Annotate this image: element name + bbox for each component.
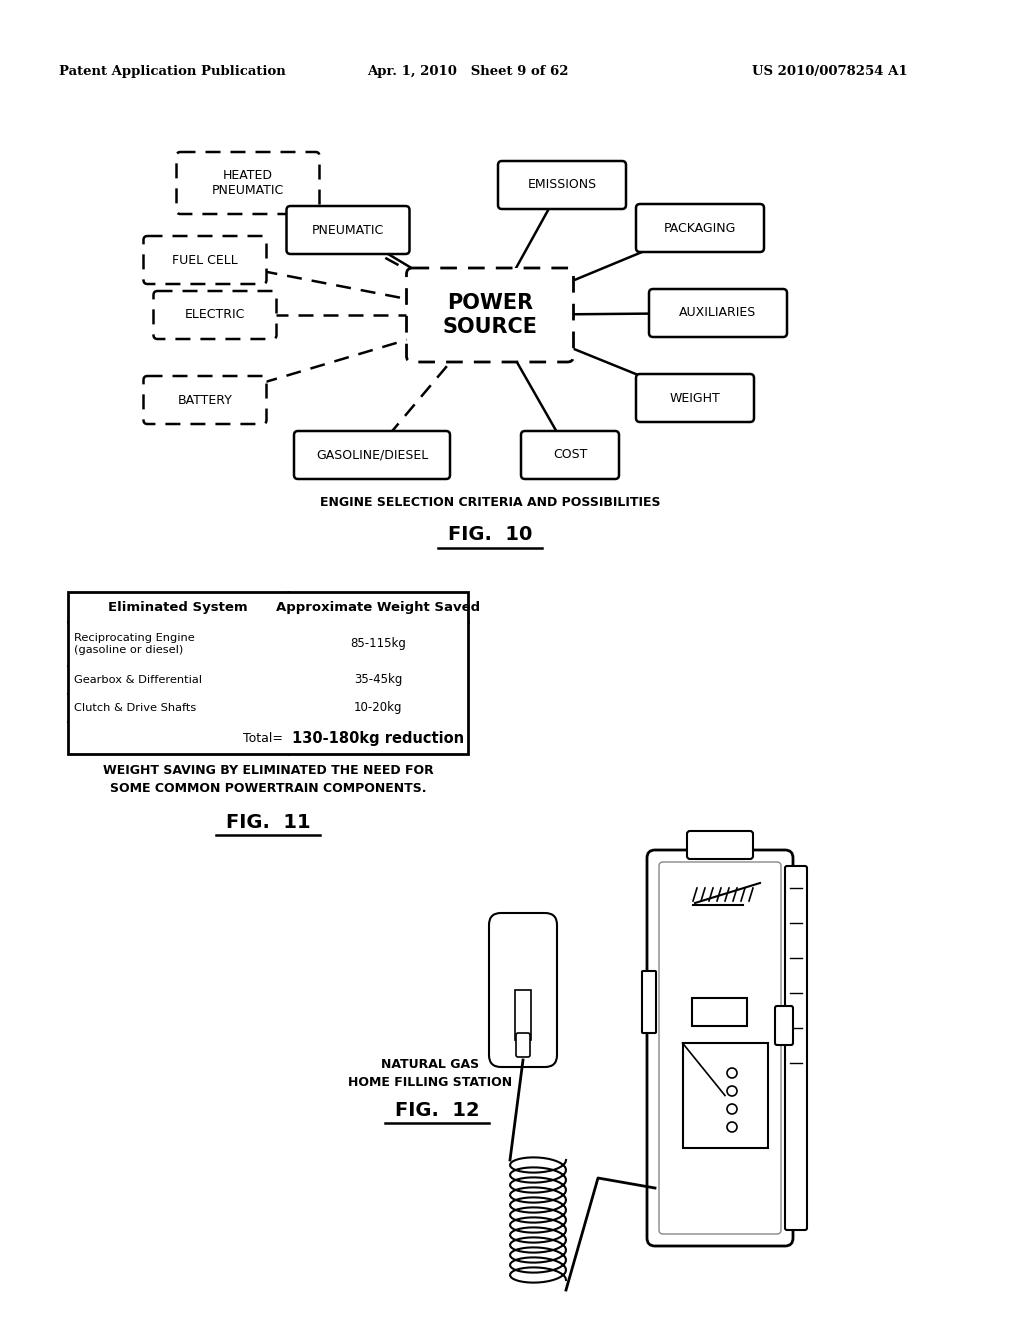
Text: COST: COST <box>553 449 587 462</box>
FancyBboxPatch shape <box>516 1034 530 1057</box>
Text: NATURAL GAS: NATURAL GAS <box>381 1059 479 1072</box>
FancyBboxPatch shape <box>642 972 656 1034</box>
Text: Gearbox & Differential: Gearbox & Differential <box>74 675 202 685</box>
FancyBboxPatch shape <box>649 289 787 337</box>
FancyBboxPatch shape <box>407 268 573 362</box>
Text: WEIGHT SAVING BY ELIMINATED THE NEED FOR: WEIGHT SAVING BY ELIMINATED THE NEED FOR <box>102 763 433 776</box>
Text: SOME COMMON POWERTRAIN COMPONENTS.: SOME COMMON POWERTRAIN COMPONENTS. <box>110 781 426 795</box>
Bar <box>68 591 468 754</box>
Text: Apr. 1, 2010   Sheet 9 of 62: Apr. 1, 2010 Sheet 9 of 62 <box>368 66 568 78</box>
FancyBboxPatch shape <box>287 206 410 253</box>
Text: FUEL CELL: FUEL CELL <box>172 253 238 267</box>
Text: PACKAGING: PACKAGING <box>664 222 736 235</box>
Circle shape <box>727 1104 737 1114</box>
Text: PNEUMATIC: PNEUMATIC <box>312 223 384 236</box>
Text: 85-115kg: 85-115kg <box>350 638 406 651</box>
Bar <box>515 990 531 1040</box>
Text: HOME FILLING STATION: HOME FILLING STATION <box>348 1077 512 1089</box>
FancyBboxPatch shape <box>294 432 450 479</box>
Circle shape <box>727 1122 737 1133</box>
Text: 35-45kg: 35-45kg <box>354 673 402 686</box>
Text: ENGINE SELECTION CRITERIA AND POSSIBILITIES: ENGINE SELECTION CRITERIA AND POSSIBILIT… <box>319 496 660 510</box>
FancyBboxPatch shape <box>687 832 753 859</box>
FancyBboxPatch shape <box>143 376 266 424</box>
Text: BATTERY: BATTERY <box>177 393 232 407</box>
FancyBboxPatch shape <box>154 290 276 339</box>
Circle shape <box>727 1068 737 1078</box>
FancyBboxPatch shape <box>143 236 266 284</box>
Bar <box>692 998 746 1026</box>
Text: AUXILIARIES: AUXILIARIES <box>679 306 757 319</box>
Text: Patent Application Publication: Patent Application Publication <box>58 66 286 78</box>
FancyBboxPatch shape <box>659 862 781 1234</box>
FancyBboxPatch shape <box>636 205 764 252</box>
Text: ELECTRIC: ELECTRIC <box>184 309 245 322</box>
FancyBboxPatch shape <box>647 850 793 1246</box>
Bar <box>683 1043 768 1148</box>
Text: Approximate Weight Saved: Approximate Weight Saved <box>275 601 480 614</box>
FancyBboxPatch shape <box>521 432 618 479</box>
Text: Eliminated System: Eliminated System <box>109 601 248 614</box>
Text: HEATED
PNEUMATIC: HEATED PNEUMATIC <box>212 169 284 197</box>
Text: Total=: Total= <box>243 731 283 744</box>
Text: Reciprocating Engine
(gasoline or diesel): Reciprocating Engine (gasoline or diesel… <box>74 634 195 655</box>
FancyBboxPatch shape <box>498 161 626 209</box>
Text: 10-20kg: 10-20kg <box>353 701 402 714</box>
FancyBboxPatch shape <box>176 152 319 214</box>
Text: EMISSIONS: EMISSIONS <box>527 178 597 191</box>
Text: FIG.  11: FIG. 11 <box>225 813 310 832</box>
FancyBboxPatch shape <box>636 374 754 422</box>
Text: GASOLINE/DIESEL: GASOLINE/DIESEL <box>315 449 428 462</box>
Text: POWER
SOURCE: POWER SOURCE <box>442 293 538 337</box>
FancyBboxPatch shape <box>785 866 807 1230</box>
Text: WEIGHT: WEIGHT <box>670 392 720 404</box>
Text: FIG.  10: FIG. 10 <box>447 525 532 544</box>
Text: FIG.  12: FIG. 12 <box>394 1101 479 1119</box>
Text: 130-180kg reduction: 130-180kg reduction <box>292 730 464 746</box>
Text: US 2010/0078254 A1: US 2010/0078254 A1 <box>753 66 908 78</box>
Circle shape <box>727 1086 737 1096</box>
FancyBboxPatch shape <box>489 913 557 1067</box>
FancyBboxPatch shape <box>775 1006 793 1045</box>
Text: Clutch & Drive Shafts: Clutch & Drive Shafts <box>74 704 197 713</box>
